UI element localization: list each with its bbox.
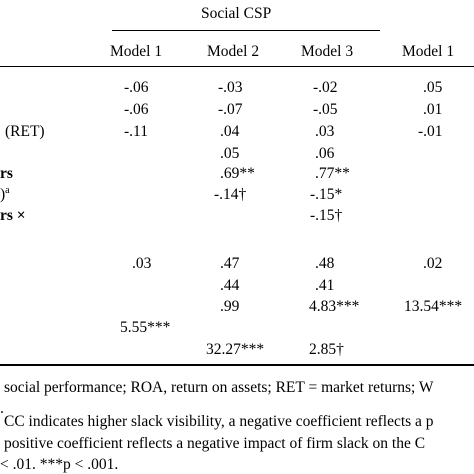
- cell-r10-c1: 5.55***: [120, 319, 171, 336]
- cell-r7-c1: .03: [132, 255, 152, 272]
- cell-r1-c1: -.06: [124, 101, 149, 118]
- row-label-6: rs ×: [0, 207, 26, 224]
- cell-r2-c1: -.11: [124, 123, 148, 140]
- row-label-5: )a: [0, 184, 10, 203]
- cell-r2-c4: -.01: [418, 123, 443, 140]
- cell-r9-c4: 13.54***: [404, 298, 463, 315]
- cell-r4-c2: .69**: [220, 165, 255, 182]
- cell-r11-c3: 2.85†: [309, 341, 344, 358]
- group-header: Social CSP: [201, 5, 272, 22]
- row-label-4: rs: [0, 165, 13, 182]
- column-header-4: Model 1: [402, 43, 455, 60]
- row-label-5-sup: a: [5, 184, 10, 196]
- row-label-ret: (RET): [5, 123, 45, 140]
- cell-r0-c4: .05: [423, 79, 443, 96]
- column-header-1: Model 1: [110, 43, 163, 60]
- cell-r7-c2: .47: [220, 255, 240, 272]
- cell-r9-c2: .99: [220, 298, 240, 315]
- group-header-rule: [112, 30, 380, 31]
- cell-r5-c3: -.15*: [310, 186, 343, 203]
- cell-r7-c3: .48: [315, 255, 335, 272]
- cell-r3-c3: .06: [315, 145, 335, 162]
- cell-r7-c4: .02: [423, 255, 443, 272]
- bottom-rule: [0, 364, 474, 366]
- cell-r4-c3: .77**: [315, 165, 350, 182]
- note-line-2-fragment: .: [0, 400, 4, 417]
- cell-r3-c2: .05: [220, 145, 240, 162]
- cell-r5-c2: -.14†: [214, 186, 247, 203]
- cell-r0-c1: -.06: [124, 79, 149, 96]
- cell-r0-c3: -.02: [313, 79, 338, 96]
- row-label-5-text: ): [0, 186, 6, 203]
- cell-r11-c2: 32.27***: [206, 341, 265, 358]
- cell-r1-c2: -.07: [218, 101, 243, 118]
- note-line-2: CC indicates higher slack visibility, a …: [4, 413, 434, 430]
- cell-r2-c2: .04: [220, 123, 240, 140]
- cell-r8-c2: .44: [220, 277, 240, 294]
- cell-r8-c3: .41: [315, 277, 335, 294]
- cell-r9-c3: 4.83***: [309, 298, 360, 315]
- column-header-3: Model 3: [301, 43, 354, 60]
- column-header-2: Model 2: [207, 43, 260, 60]
- header-rule: [0, 66, 474, 67]
- note-line-4: < .01. ***p < .001.: [0, 456, 119, 473]
- note-line-3: positive coefficient reflects a negative…: [4, 435, 426, 452]
- cell-r1-c3: -.05: [313, 101, 338, 118]
- cell-r0-c2: -.03: [218, 79, 243, 96]
- note-line-1: social performance; ROA, return on asset…: [4, 379, 434, 396]
- cell-r2-c3: .03: [315, 123, 335, 140]
- cell-r1-c4: .01: [423, 101, 443, 118]
- cell-r6-c3: -.15†: [310, 207, 343, 224]
